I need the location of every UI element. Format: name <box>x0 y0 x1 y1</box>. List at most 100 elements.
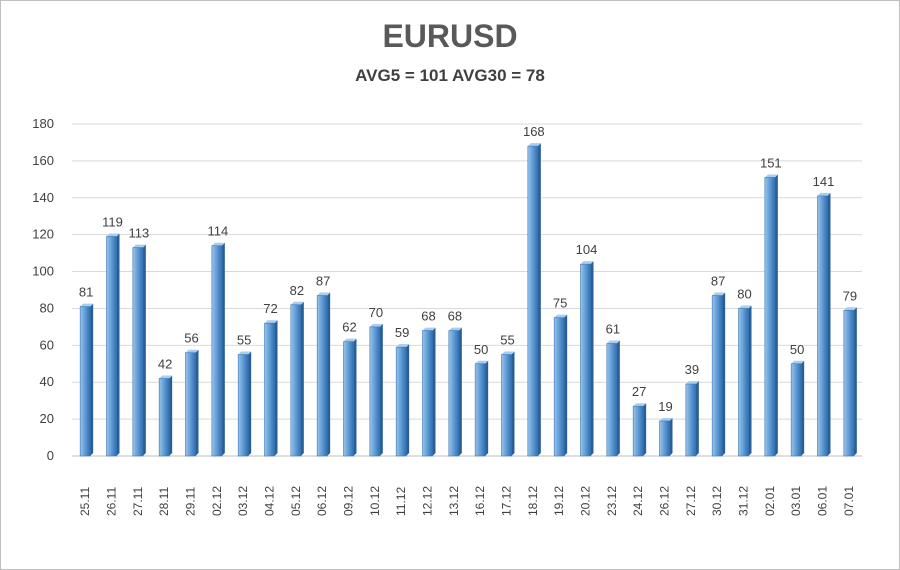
data-label: 68 <box>421 309 435 324</box>
bar-top <box>738 305 752 309</box>
x-tick-label: 13.12 <box>447 486 461 516</box>
bar-top <box>211 242 225 246</box>
bar <box>369 323 383 457</box>
bar <box>343 338 357 457</box>
data-label: 119 <box>102 215 123 230</box>
bar-side <box>406 344 410 456</box>
bar-top <box>317 292 331 296</box>
bar-top <box>817 192 831 196</box>
bar-side <box>722 292 726 456</box>
bar-side <box>248 351 252 456</box>
bar-top <box>343 338 357 342</box>
x-tick-label: 09.12 <box>342 486 356 516</box>
bar <box>659 417 673 457</box>
data-label: 104 <box>576 242 598 257</box>
x-tick-label: 19.12 <box>552 486 566 516</box>
bar <box>606 340 620 457</box>
x-axis-ticks: 25.11 26.11 27.11 28.11 29.11 02.12 03.12 04.12… <box>78 486 856 516</box>
data-label: 55 <box>237 333 251 348</box>
bar <box>685 381 699 457</box>
bar-top <box>606 340 620 344</box>
bar-top <box>843 307 857 311</box>
data-label: 39 <box>685 362 699 377</box>
bar-top <box>422 327 436 331</box>
data-label: 114 <box>207 224 228 239</box>
bar-side <box>801 360 805 456</box>
data-label: 62 <box>342 320 356 335</box>
bar <box>580 261 594 457</box>
x-tick-label: 06.12 <box>315 486 329 516</box>
y-tick-label: 180 <box>32 116 54 131</box>
bar-side <box>90 303 94 456</box>
bar <box>527 143 541 457</box>
bar-side <box>432 327 436 456</box>
data-label: 75 <box>553 296 567 311</box>
x-tick-label: 26.11 <box>105 487 119 516</box>
data-label: 87 <box>316 274 330 289</box>
bar <box>316 292 331 457</box>
x-tick-label: 18.12 <box>526 486 540 516</box>
bar-top <box>633 403 647 407</box>
data-label: 72 <box>263 301 277 316</box>
bar-side <box>379 323 383 456</box>
bar-side <box>195 349 199 456</box>
bar-front <box>106 236 117 457</box>
bar-front <box>580 263 591 457</box>
x-tick-label: 11.12 <box>394 487 408 516</box>
bar <box>474 360 489 457</box>
data-label: 82 <box>290 283 304 298</box>
data-label: 19 <box>658 399 672 414</box>
bar-top <box>290 301 304 305</box>
y-tick-label: 140 <box>32 190 54 205</box>
bar-side <box>695 381 699 456</box>
chart-subtitle: AVG5 = 101 AVG30 = 78 <box>355 66 545 85</box>
bar-top <box>159 375 173 379</box>
bar-front <box>843 309 855 457</box>
bar <box>501 351 515 457</box>
bar <box>264 320 278 457</box>
bar-side <box>537 143 541 456</box>
x-tick-label: 29.11 <box>184 487 198 516</box>
bar-front <box>264 322 275 457</box>
bar <box>817 192 831 457</box>
bar-top <box>106 233 120 237</box>
bar-front <box>659 420 670 457</box>
bar <box>106 233 120 457</box>
bar-front <box>422 330 433 457</box>
x-tick-label: 10.12 <box>368 486 382 516</box>
y-tick-label: 40 <box>40 374 54 389</box>
bar-front <box>237 354 249 457</box>
bar-front <box>211 245 223 457</box>
x-tick-label: 06.01 <box>816 486 830 516</box>
x-tick-label: 02.12 <box>210 486 224 516</box>
bar-top <box>238 351 252 355</box>
bar-front <box>474 363 486 457</box>
data-label: 70 <box>369 305 383 320</box>
bar-top <box>80 303 94 307</box>
bar-side <box>458 327 462 456</box>
x-tick-label: 02.01 <box>763 486 777 516</box>
data-label: 168 <box>523 124 545 139</box>
bar-top <box>764 174 778 178</box>
data-label: 68 <box>448 309 462 324</box>
x-tick-label: 25.11 <box>78 487 92 516</box>
bar-front <box>527 145 539 457</box>
bar-side <box>774 174 778 456</box>
bar-top <box>659 417 673 421</box>
bar <box>79 303 94 457</box>
bar <box>422 327 436 457</box>
bar-front <box>711 295 723 457</box>
bar <box>132 244 146 457</box>
bar-side <box>616 340 620 456</box>
gridlines <box>72 123 862 457</box>
bar-side <box>300 301 304 456</box>
bar <box>632 403 647 457</box>
x-tick-label: 27.11 <box>131 487 145 516</box>
y-tick-label: 80 <box>40 300 54 315</box>
bar-side <box>142 244 146 456</box>
bar <box>553 314 568 457</box>
data-label: 79 <box>843 288 857 303</box>
bar-side <box>748 305 752 456</box>
bar-front <box>764 177 776 457</box>
